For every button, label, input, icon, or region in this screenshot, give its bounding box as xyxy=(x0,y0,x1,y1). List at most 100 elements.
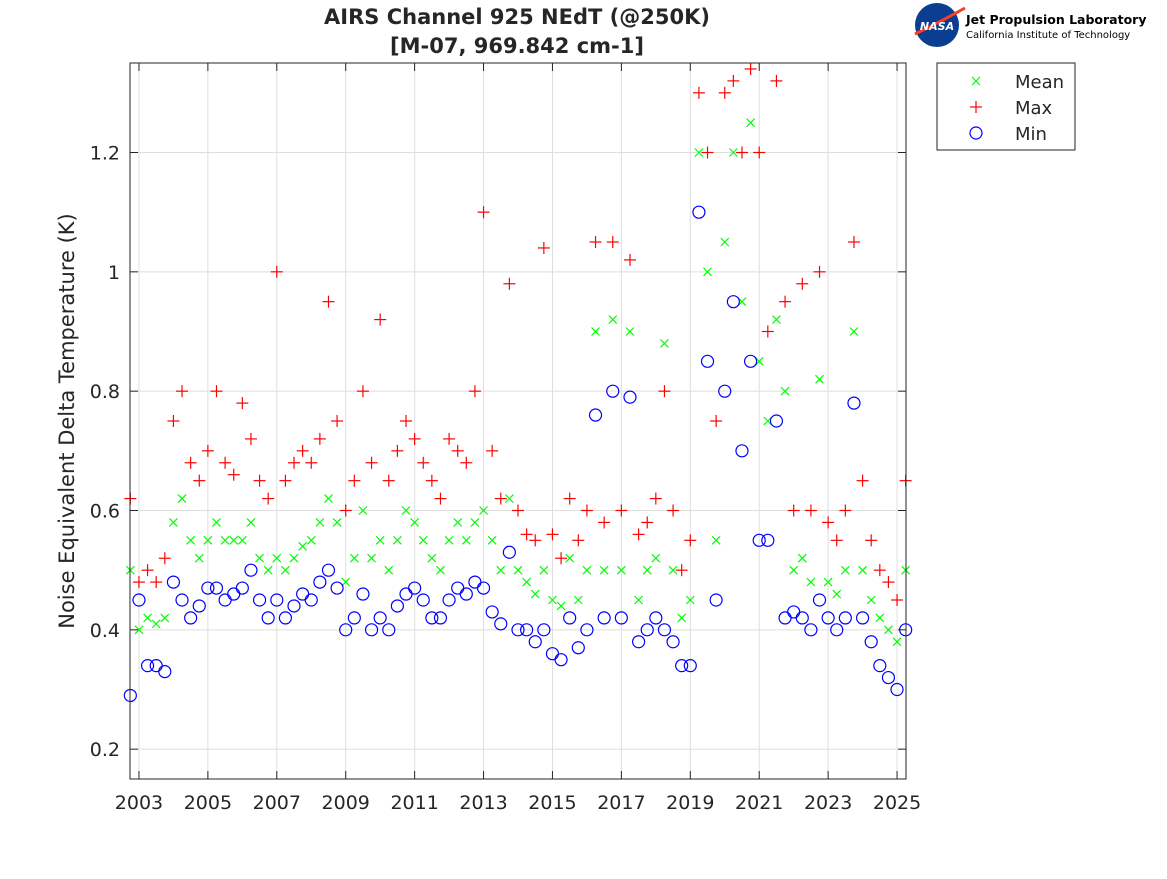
mean-point xyxy=(651,553,661,563)
x-tick-label: 2025 xyxy=(873,792,921,814)
max-point xyxy=(270,265,283,278)
min-point xyxy=(347,611,361,625)
min-point xyxy=(339,623,353,637)
min-point xyxy=(476,581,491,595)
min-point xyxy=(278,611,293,625)
mean-point xyxy=(539,565,549,575)
chart-title: AIRS Channel 925 NEdT (@250K) xyxy=(324,5,710,29)
y-tick-label: 1 xyxy=(108,262,120,284)
data-marks xyxy=(123,62,913,703)
mean-point xyxy=(685,595,695,605)
min-point xyxy=(158,664,172,679)
mean-point xyxy=(289,553,299,563)
min-point xyxy=(735,444,749,458)
mean-point xyxy=(134,625,144,635)
mean-point xyxy=(436,565,445,575)
max-point xyxy=(296,444,309,457)
max-point xyxy=(262,492,275,505)
max-point xyxy=(408,432,421,445)
mean-point xyxy=(220,535,230,545)
min-point xyxy=(166,575,181,589)
min-point xyxy=(175,593,189,607)
max-point xyxy=(503,277,516,290)
chart-subtitle: [M-07, 969.842 cm-1] xyxy=(390,34,644,58)
max-point xyxy=(365,456,378,469)
max-point xyxy=(830,534,843,547)
max-point xyxy=(512,504,524,517)
min-point xyxy=(881,670,896,685)
max-point xyxy=(796,277,809,290)
min-point xyxy=(321,563,336,577)
min-point xyxy=(597,611,611,625)
y-tick-label: 0.6 xyxy=(90,501,120,523)
min-point xyxy=(795,611,809,625)
min-point xyxy=(270,593,284,607)
max-point xyxy=(520,528,533,541)
min-point xyxy=(554,653,568,667)
max-point xyxy=(184,456,197,469)
max-point xyxy=(710,415,723,427)
max-point xyxy=(787,504,800,517)
min-point xyxy=(830,623,844,637)
x-tick-label: 2005 xyxy=(184,792,232,814)
min-point xyxy=(761,533,775,547)
max-point xyxy=(227,468,240,481)
y-tick-label: 0.4 xyxy=(90,620,120,642)
min-point xyxy=(571,641,585,655)
mean-point xyxy=(375,535,385,545)
max-point xyxy=(305,456,318,469)
grid xyxy=(130,63,906,779)
max-point xyxy=(598,516,611,529)
mean-point xyxy=(212,518,221,527)
max-point xyxy=(201,444,214,457)
min-point xyxy=(537,623,551,637)
y-axis-label: Noise Equivalent Delta Temperature (K) xyxy=(55,213,79,629)
mean-point xyxy=(177,494,187,503)
min-point xyxy=(459,587,473,601)
mean-point xyxy=(660,339,669,348)
min-point xyxy=(821,611,835,625)
min-point xyxy=(890,682,904,697)
min-point xyxy=(511,623,525,637)
min-point xyxy=(244,563,258,577)
max-point xyxy=(141,564,154,577)
mean-point xyxy=(858,565,868,575)
max-point xyxy=(313,432,326,445)
max-point xyxy=(779,295,792,308)
max-point xyxy=(468,385,481,398)
min-point xyxy=(709,593,723,607)
mean-point xyxy=(823,577,833,587)
max-point xyxy=(572,534,585,547)
min-point xyxy=(588,408,603,422)
mean-point xyxy=(608,315,618,324)
min-point xyxy=(304,593,318,607)
legend-label-min: Min xyxy=(1015,124,1047,145)
min-point xyxy=(382,623,396,637)
mean-point xyxy=(444,535,454,545)
min-point xyxy=(442,593,456,607)
min-point xyxy=(261,611,275,625)
mean-point xyxy=(263,565,273,575)
mean-point xyxy=(461,535,471,545)
max-point xyxy=(856,474,869,487)
mean-point xyxy=(840,565,850,575)
min-point xyxy=(812,593,827,607)
mean-point xyxy=(392,535,402,545)
max-point xyxy=(460,456,473,469)
max-point xyxy=(236,397,249,410)
mean-point xyxy=(556,601,566,611)
mean-point xyxy=(582,565,592,575)
max-point xyxy=(623,253,636,266)
mean-point xyxy=(479,506,488,515)
mean-point xyxy=(306,535,316,545)
mean-point xyxy=(875,613,885,623)
min-point xyxy=(743,354,758,368)
max-point xyxy=(701,146,714,159)
mean-point xyxy=(694,148,704,157)
max-point xyxy=(382,474,395,487)
min-point xyxy=(873,659,887,673)
max-point xyxy=(400,415,413,427)
x-tick-label: 2011 xyxy=(390,792,438,814)
mean-point xyxy=(591,327,600,336)
mean-point xyxy=(237,535,247,545)
